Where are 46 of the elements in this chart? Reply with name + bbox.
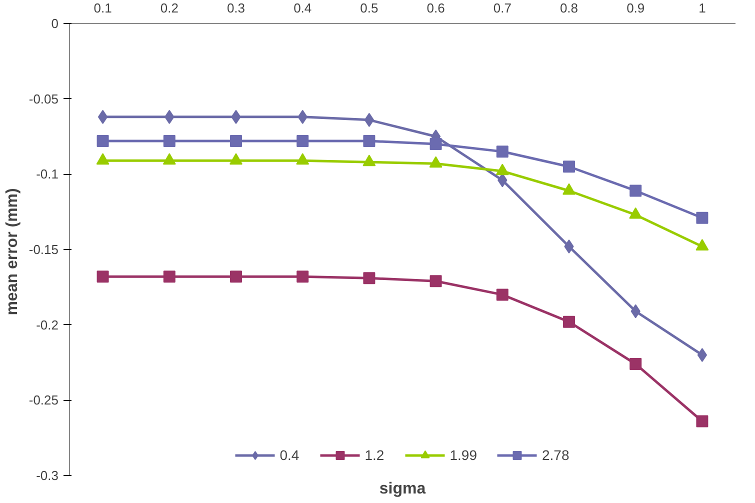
legend-label: 1.99 — [450, 447, 477, 463]
x-axis-title: sigma — [379, 480, 426, 498]
point — [697, 348, 708, 362]
point — [96, 270, 109, 283]
x-tick-label: 0.9 — [626, 0, 645, 16]
point — [230, 270, 242, 283]
point — [696, 415, 708, 428]
point — [496, 288, 508, 301]
point — [296, 270, 309, 283]
point — [696, 212, 708, 224]
x-tick-label: 0.4 — [294, 0, 312, 16]
point — [496, 146, 508, 158]
point — [363, 272, 376, 284]
y-tick-label: -0.25 — [28, 392, 59, 408]
point — [163, 270, 176, 283]
point — [630, 184, 642, 197]
point — [98, 110, 108, 124]
x-tick-label: 0.6 — [426, 0, 445, 16]
x-tick-label: 0.5 — [360, 0, 378, 16]
y-tick-label: -0.1 — [36, 166, 59, 182]
y-tick-label: -0.05 — [28, 91, 59, 106]
point — [430, 138, 442, 150]
y-tick-label: -0.3 — [36, 468, 59, 483]
point — [363, 135, 376, 148]
point — [563, 316, 575, 328]
x-tick-label: 0.8 — [560, 0, 578, 16]
point — [230, 135, 242, 148]
x-tick-label: 0.2 — [160, 0, 178, 16]
x-tick-label: 0.1 — [94, 0, 112, 16]
point — [296, 135, 309, 148]
legend-label: 0.4 — [280, 447, 300, 463]
y-axis-title: mean error (mm) — [4, 188, 21, 316]
x-tick-label: 0.3 — [226, 0, 246, 16]
legend-label: 1.2 — [364, 447, 385, 463]
point — [430, 275, 442, 288]
point — [364, 112, 374, 127]
y-tick-label: -0.15 — [28, 242, 59, 257]
point — [563, 160, 575, 173]
y-tick-label: -0.2 — [36, 317, 59, 332]
point — [163, 135, 176, 148]
x-tick-label: 1 — [698, 0, 706, 16]
point — [96, 135, 109, 148]
legend-label: 2.78 — [542, 447, 570, 463]
point — [630, 358, 642, 370]
y-tick-label: 0 — [51, 16, 59, 31]
x-tick-label: 0.7 — [493, 0, 512, 16]
